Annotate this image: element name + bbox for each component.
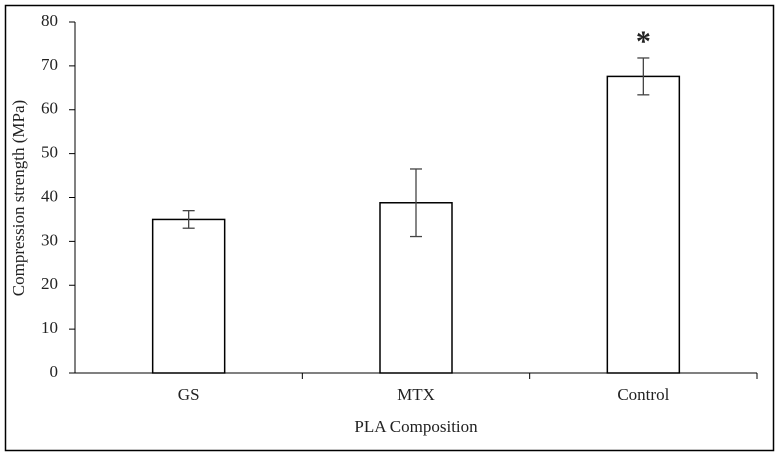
y-tick-label: 10	[41, 318, 58, 337]
x-axis-label: PLA Composition	[354, 417, 478, 436]
y-tick-label: 0	[50, 362, 59, 381]
error-bar	[182, 210, 195, 229]
bar	[151, 218, 226, 374]
x-tick-label: Control	[617, 385, 669, 404]
y-tick-label: 50	[41, 143, 58, 162]
y-tick-label: 60	[41, 99, 58, 118]
y-tick-label: 30	[41, 230, 58, 249]
annotation: *	[636, 25, 651, 58]
y-axis-label: Compression strength (MPa)	[9, 100, 28, 296]
bar	[606, 75, 681, 374]
error-bar	[410, 168, 422, 238]
x-tick-label: MTX	[397, 385, 435, 404]
y-tick-label: 40	[41, 186, 58, 205]
x-tick-label: GS	[178, 385, 200, 404]
y-tick-label: 70	[41, 55, 58, 74]
frame	[4, 4, 775, 452]
error-bar	[637, 57, 650, 96]
y-tick-label: 80	[41, 11, 58, 30]
y-tick-label: 20	[41, 274, 58, 293]
